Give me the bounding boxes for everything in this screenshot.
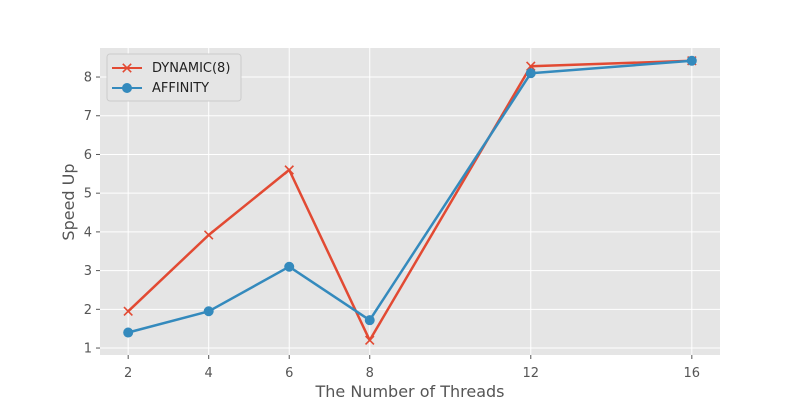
x-tick-label: 4 bbox=[205, 366, 213, 381]
series-1 bbox=[123, 55, 697, 338]
legend-item-affinity: AFFINITY bbox=[112, 81, 209, 96]
data-point bbox=[203, 230, 214, 240]
data-point bbox=[686, 55, 697, 66]
legend: DYNAMIC(8) AFFINITY bbox=[106, 53, 242, 102]
series-layer bbox=[123, 55, 697, 346]
y-tick-label: 6 bbox=[84, 148, 92, 163]
marker-stroke bbox=[284, 165, 294, 175]
legend-box bbox=[106, 53, 242, 102]
legend-marker-affinity bbox=[122, 83, 132, 93]
x-tick-label: 8 bbox=[366, 366, 374, 381]
y-tick-label: 4 bbox=[84, 225, 92, 240]
legend-item-dynamic: DYNAMIC(8) bbox=[112, 61, 230, 76]
legend-label-dynamic: DYNAMIC(8) bbox=[152, 61, 230, 76]
marker-stroke bbox=[123, 306, 133, 317]
data-point bbox=[284, 261, 295, 272]
data-point bbox=[525, 68, 536, 79]
y-tick-label: 2 bbox=[84, 303, 92, 318]
data-point bbox=[364, 315, 375, 326]
series-line bbox=[127, 59, 692, 342]
data-point bbox=[123, 327, 134, 338]
x-tick-label: 12 bbox=[523, 366, 540, 381]
x-axis-label: The Number of Threads bbox=[315, 382, 505, 400]
legend-label-affinity: AFFINITY bbox=[152, 81, 209, 96]
data-point bbox=[284, 165, 294, 175]
data-point bbox=[364, 335, 375, 346]
marker-stroke bbox=[526, 61, 536, 71]
series-line bbox=[127, 59, 692, 334]
data-point bbox=[526, 61, 536, 71]
marker-stroke bbox=[203, 230, 214, 240]
legend-marker-dynamic bbox=[122, 63, 132, 73]
legend-marker-glyph bbox=[122, 83, 132, 93]
x-tick-label: 6 bbox=[285, 366, 293, 381]
legend-marker-glyph bbox=[122, 63, 132, 73]
x-axis: 2 4 6 8 12 16 bbox=[124, 355, 700, 381]
data-point bbox=[123, 306, 133, 317]
y-tick-label: 5 bbox=[84, 187, 92, 202]
x-tick-label: 2 bbox=[124, 366, 132, 381]
y-tick-label: 1 bbox=[84, 342, 92, 357]
y-axis: 1 2 3 4 5 6 7 8 bbox=[84, 71, 100, 357]
y-tick-label: 7 bbox=[84, 109, 92, 124]
marker-stroke bbox=[364, 335, 375, 346]
y-tick-label: 8 bbox=[84, 71, 92, 86]
y-axis-label: Speed Up bbox=[59, 163, 78, 240]
y-tick-label: 3 bbox=[84, 264, 92, 279]
marker-stroke bbox=[122, 63, 132, 73]
x-tick-label: 16 bbox=[684, 366, 701, 381]
data-point bbox=[203, 306, 214, 317]
